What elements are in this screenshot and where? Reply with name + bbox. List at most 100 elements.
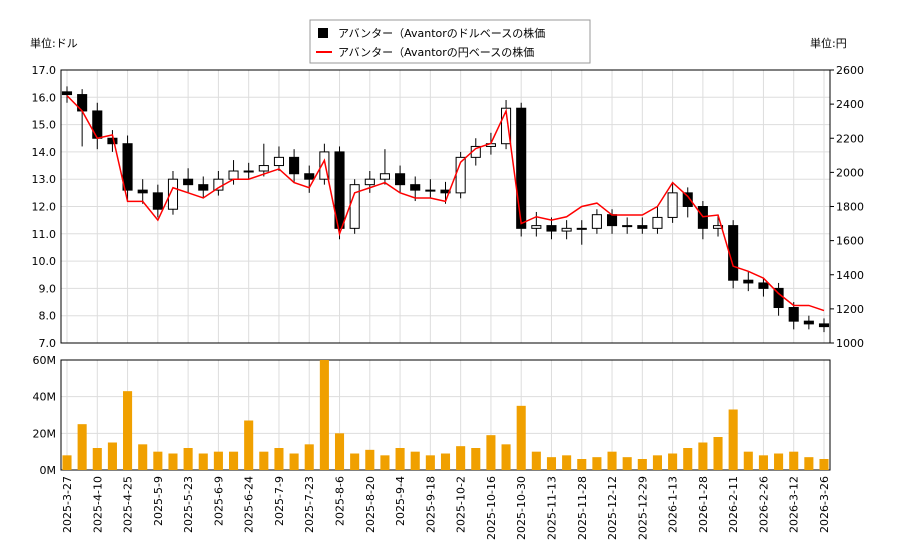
- volume-bar: [425, 455, 435, 470]
- candle-body: [637, 225, 648, 229]
- volume-bar: [501, 444, 511, 470]
- x-tick-label: 2026-2-26: [757, 476, 770, 533]
- volume-bar: [456, 446, 466, 470]
- plot-frame: [60, 69, 831, 344]
- volume-bar: [743, 451, 753, 470]
- volume-bar: [486, 435, 496, 470]
- x-tick-label: 2025-12-29: [636, 476, 649, 540]
- volume-tick-label: 0M: [40, 464, 57, 477]
- candle-body: [243, 170, 254, 173]
- volume-bar: [213, 451, 223, 470]
- volume-bar: [380, 455, 390, 470]
- candle-body: [425, 189, 436, 192]
- volume-bar: [77, 424, 87, 470]
- volume-bar: [365, 449, 375, 470]
- volume-bar: [622, 457, 632, 470]
- volume-bar: [395, 448, 405, 470]
- candle-body: [137, 189, 148, 194]
- y2-tick-label: 1200: [836, 303, 864, 316]
- x-tick-label: 2025-6-24: [243, 476, 256, 533]
- x-tick-label: 2026-2-11: [727, 476, 740, 533]
- y2-tick-label: 2400: [836, 98, 864, 111]
- candle-body: [273, 156, 285, 167]
- candle-body: [682, 192, 693, 208]
- volume-bar: [304, 444, 314, 470]
- volume-tick-label: 20M: [33, 427, 57, 440]
- x-tick-label: 2025-6-9: [212, 476, 225, 526]
- x-tick-label: 2025-7-9: [273, 476, 286, 526]
- x-tick-label: 2025-8-20: [364, 476, 377, 533]
- x-tick-label: 2025-10-16: [485, 476, 498, 540]
- volume-bar: [350, 453, 360, 470]
- candle-body: [410, 184, 421, 191]
- volume-bar: [652, 455, 663, 470]
- candle-body: [606, 214, 618, 227]
- x-tick-label: 2025-12-12: [606, 476, 619, 540]
- volume-bar: [728, 409, 738, 470]
- volume-bar: [546, 457, 557, 470]
- y-tick-label: 13.0: [32, 173, 57, 186]
- x-tick-label: 2025-4-25: [122, 476, 135, 533]
- candle-body: [546, 225, 557, 232]
- candle-body: [258, 165, 269, 172]
- volume-bar: [123, 391, 133, 470]
- candle-body: [107, 137, 118, 145]
- legend-swatch: [318, 28, 328, 38]
- candle-body: [289, 156, 300, 175]
- y2-tick-label: 2000: [836, 166, 864, 179]
- x-tick-label: 2025-8-6: [334, 476, 347, 526]
- x-tick-label: 2026-1-28: [697, 476, 710, 533]
- volume-bar: [62, 455, 72, 470]
- volume-bar: [440, 453, 451, 470]
- y-tick-label: 7.0: [39, 337, 57, 350]
- volume-bar: [713, 437, 723, 470]
- x-tick-label: 2025-9-4: [394, 476, 407, 526]
- y-tick-label: 16.0: [32, 91, 57, 104]
- candle-body: [758, 282, 769, 289]
- x-tick-label: 2025-3-27: [61, 476, 74, 533]
- candle-body: [803, 320, 814, 325]
- candle-body: [319, 151, 330, 180]
- x-tick-label: 2026-1-13: [667, 476, 680, 533]
- x-tick-label: 2025-5-23: [182, 476, 195, 533]
- y2-unit: 単位:円: [810, 36, 847, 50]
- candle-body: [501, 107, 512, 145]
- candle-body: [591, 214, 602, 229]
- volume-bar: [774, 453, 784, 470]
- volume-bar: [198, 453, 208, 470]
- volume-bar: [334, 433, 345, 470]
- volume-bar: [804, 457, 814, 470]
- volume-bar: [668, 453, 678, 470]
- volume-bar: [471, 448, 481, 470]
- y2-tick-label: 2200: [836, 132, 864, 145]
- candle-body: [61, 91, 73, 96]
- candle-body: [198, 184, 209, 191]
- volume-bar: [259, 451, 269, 470]
- candle-body: [379, 173, 390, 180]
- candle-body: [92, 110, 103, 139]
- candle-body: [167, 178, 179, 210]
- y-tick-label: 14.0: [32, 146, 57, 159]
- price-line: [66, 95, 825, 312]
- x-tick-label: 2025-11-28: [576, 476, 589, 540]
- volume-bar: [531, 451, 541, 470]
- volume-bar: [228, 451, 239, 470]
- candle-body: [652, 216, 663, 229]
- volume-bar: [244, 420, 254, 470]
- volume-bar: [168, 453, 178, 470]
- legend-label: アバンター（Avantorのドルベースの株価: [338, 26, 545, 40]
- x-tick-label: 2025-11-13: [545, 476, 558, 540]
- volume-bar: [319, 360, 329, 470]
- candle-body: [531, 225, 542, 229]
- y2-tick-label: 2600: [836, 64, 864, 77]
- volume-bar: [289, 453, 299, 470]
- y-tick-label: 15.0: [32, 119, 57, 132]
- candle-body: [576, 227, 587, 230]
- candle-body: [183, 178, 194, 186]
- volume-bar: [562, 455, 572, 470]
- y-tick-label: 17.0: [32, 64, 57, 77]
- volume-bar: [607, 451, 617, 470]
- volume-bar: [592, 457, 602, 470]
